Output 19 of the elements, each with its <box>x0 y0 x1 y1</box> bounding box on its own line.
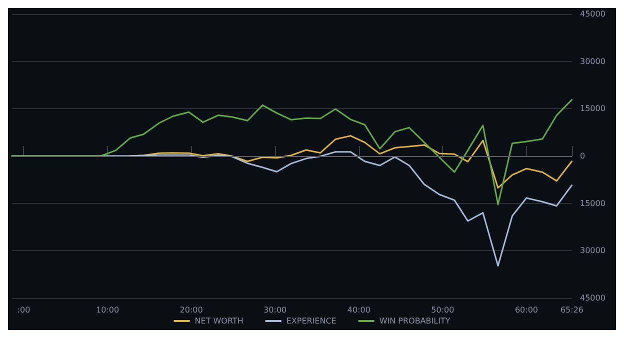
y-tick-label: 0 <box>580 152 586 160</box>
x-tick-label: 60:00 <box>514 306 538 314</box>
x-tick-label: 30:00 <box>264 306 287 314</box>
y-tick-label: 30000 <box>580 56 606 66</box>
x-tick-label: 20:00 <box>180 306 203 314</box>
y-tick-label: 15000 <box>580 104 606 114</box>
x-tick-label: 65:26 <box>560 306 584 314</box>
legend-label: WIN PROBABILITY <box>379 316 450 326</box>
y-tick-label: 15000 <box>580 198 606 208</box>
x-tick-label: 50:00 <box>431 306 454 314</box>
y-tick-label: 45000 <box>580 10 606 18</box>
y-tick-label: 45000 <box>580 294 606 302</box>
x-tick-label: 40:00 <box>347 306 370 314</box>
y-tick-label: 30000 <box>580 246 606 256</box>
x-tick-label: 10:00 <box>96 306 120 314</box>
line-series <box>11 99 572 206</box>
x-tick-label: :00 <box>17 306 30 314</box>
legend-label: NET WORTH <box>194 316 244 326</box>
legend-label: EXPERIENCE <box>286 316 336 326</box>
